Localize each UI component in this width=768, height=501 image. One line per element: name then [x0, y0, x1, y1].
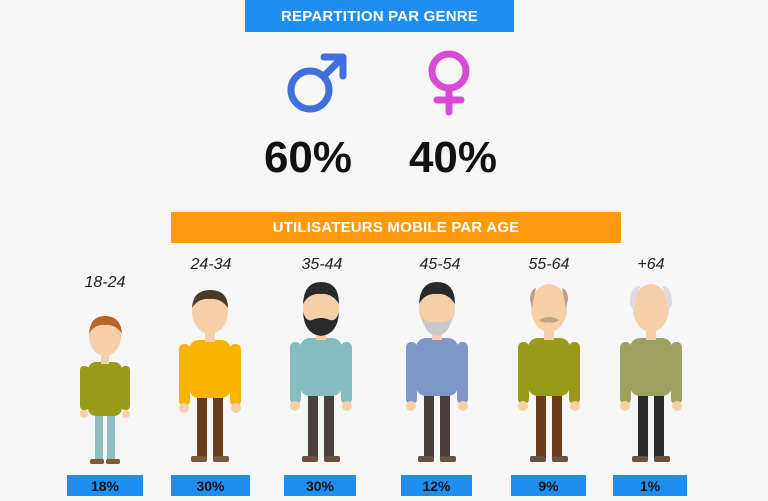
age-percent-35-44: 30% — [284, 475, 356, 496]
person-55-64-illustration — [518, 284, 580, 462]
age-label-18-24: 18-24 — [84, 274, 126, 291]
person-45-54-illustration — [406, 282, 468, 462]
male-percent: 60% — [263, 133, 353, 182]
female-symbol-icon — [428, 50, 470, 116]
age-label-45-54: 45-54 — [419, 256, 461, 273]
age-label-24-34: 24-34 — [190, 256, 232, 273]
age-label-35-44: 35-44 — [301, 256, 343, 273]
gender-section-title: REPARTITION PAR GENRE — [245, 0, 514, 32]
age-section-title: UTILISATEURS MOBILE PAR AGE — [171, 212, 621, 243]
person-35-44-illustration — [290, 282, 352, 462]
age-percent-24-34: 30% — [171, 475, 250, 496]
age-label-55-64: 55-64 — [528, 256, 570, 273]
age-percent-45-54: 12% — [401, 475, 472, 496]
male-symbol-icon — [287, 53, 347, 113]
age-percent-plus-64: 1% — [613, 475, 687, 496]
age-percent-55-64: 9% — [511, 475, 586, 496]
age-percent-18-24: 18% — [67, 475, 143, 496]
person-18-24-illustration — [80, 316, 130, 464]
female-percent: 40% — [408, 133, 498, 182]
person-plus-64-illustration — [620, 284, 682, 462]
person-24-34-illustration — [179, 290, 241, 462]
age-label-plus-64: +64 — [637, 256, 665, 273]
